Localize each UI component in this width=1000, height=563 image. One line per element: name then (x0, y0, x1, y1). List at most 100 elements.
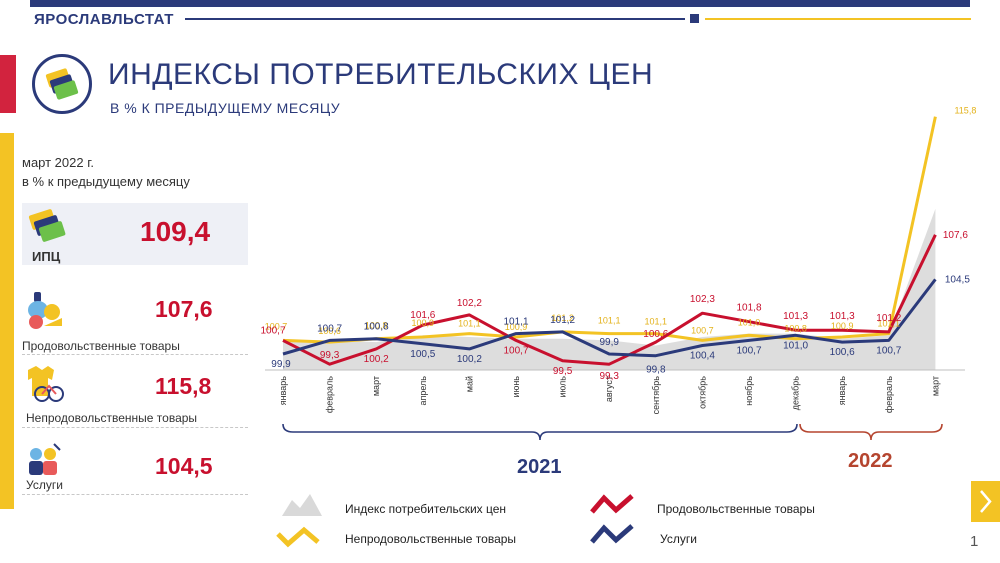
food-data-label: 101,8 (736, 303, 761, 314)
brand-name: ЯРОСЛАВЛЬСТАТ (34, 11, 174, 28)
food-data-label: 99,3 (320, 350, 340, 361)
services-data-label: 101,0 (783, 340, 808, 351)
nonfood-data-label: 115,8 (954, 106, 976, 116)
period-label: март 2022 г. (22, 155, 94, 170)
yellow-side-strip (0, 133, 14, 509)
food-value: 107,6 (155, 296, 213, 322)
services-data-label: 100,4 (690, 351, 715, 362)
legend-food-label: Продовольственные товары (657, 502, 815, 516)
food-data-label: 100,6 (643, 329, 668, 340)
legend-services-label: Услуги (660, 532, 697, 546)
top-bar (30, 0, 970, 7)
divider (22, 427, 248, 428)
page-title: ИНДЕКСЫ ПОТРЕБИТЕЛЬСКИХ ЦЕН (108, 58, 654, 91)
legend-services-icon (590, 524, 634, 551)
food-data-label: 101,3 (830, 311, 855, 322)
food-data-label: 101,2 (876, 313, 901, 324)
services-data-label: 99,9 (271, 359, 291, 370)
food-data-label: 102,3 (690, 294, 715, 305)
legend-cpi-icon (282, 492, 322, 521)
services-data-label: 100,5 (410, 349, 435, 360)
nonfood-data-label: 100,9 (505, 322, 528, 332)
nonfood-data-label: 101,1 (645, 317, 668, 327)
nonfood-data-label: 100,9 (412, 318, 435, 328)
nonfood-data-label: 101,2 (551, 313, 574, 323)
services-data-label: 100,2 (457, 354, 482, 365)
food-data-label: 100,7 (260, 325, 285, 336)
x-tick-label: март (930, 376, 940, 396)
x-tick-label: сентябрь (651, 376, 661, 415)
services-data-label: 100,6 (830, 347, 855, 358)
food-data-label: 102,2 (457, 298, 482, 309)
services-data-label: 100,7 (736, 345, 761, 356)
x-tick-label: январь (837, 376, 847, 406)
food-data-label: 99,3 (599, 371, 619, 382)
year-label-2021: 2021 (517, 456, 562, 478)
page-subtitle: В % К ПРЕДЫДУЩЕМУ МЕСЯЦУ (110, 100, 341, 116)
food-label: Продовольственные товары (22, 339, 180, 353)
nonfood-data-label: 101,1 (458, 319, 481, 329)
divider (22, 354, 248, 355)
services-data-label: 101,2 (550, 315, 575, 326)
nonfood-value: 115,8 (155, 373, 212, 399)
x-tick-label: январь (278, 376, 288, 406)
series-nonfood-line (282, 116, 937, 344)
x-tick-label: ноябрь (744, 376, 754, 406)
divider (22, 494, 248, 495)
series-cpi-area (283, 208, 936, 370)
legend-cpi-label: Индекс потребительских цен (345, 502, 507, 516)
services-value: 104,5 (155, 453, 213, 479)
header-line-accent (705, 18, 971, 20)
services-data-label: 100,7 (317, 323, 342, 334)
services-data-label: 100,7 (876, 345, 901, 356)
year-label-2022: 2022 (848, 450, 893, 472)
cpi-value: 109,4 (140, 216, 211, 247)
nonfood-data-label: 100,9 (831, 321, 854, 331)
year-brace-2022 (799, 423, 943, 441)
food-data-label: 101,6 (410, 310, 435, 321)
nonfood-data-label: 100,8 (365, 321, 388, 331)
year-brace-2021 (282, 423, 798, 441)
nonfood-label: Непродовольственные товары (26, 411, 198, 425)
food-icon (22, 288, 66, 337)
sidebar-period: март 2022 г. в % к предыдущему месяцу (22, 153, 190, 191)
nonfood-data-label: 100,8 (784, 324, 807, 334)
x-tick-label: апрель (418, 376, 428, 406)
services-data-label: 99,8 (646, 365, 666, 376)
page-number: 1 (970, 533, 979, 550)
nonfood-data-label: 100,7 (691, 325, 714, 335)
x-tick-label: февраль (325, 376, 335, 413)
x-tick-label: август (604, 376, 614, 402)
services-data-label: 101,1 (503, 317, 528, 328)
x-tick-label: март (371, 376, 381, 396)
nonfood-data-label: 101,1 (878, 319, 901, 329)
x-tick-label: июль (558, 376, 568, 398)
header-line (185, 18, 685, 20)
x-tick-label: июнь (511, 376, 521, 398)
nonfood-icon (22, 364, 68, 409)
x-tick-label: май (464, 376, 474, 392)
cpi-label: ИПЦ (32, 249, 61, 264)
services-data-label: 99,9 (599, 337, 619, 348)
nonfood-data-label: 101,1 (598, 316, 621, 326)
services-icon (24, 442, 64, 483)
nonfood-data-label: 100,6 (318, 326, 341, 336)
food-data-label: 100,2 (364, 354, 389, 365)
nonfood-data-label: 101,0 (738, 317, 761, 327)
food-data-label: 107,6 (943, 230, 968, 241)
header-square (690, 14, 699, 23)
services-data-label: 100,8 (364, 322, 389, 333)
food-data-label: 100,7 (503, 345, 528, 356)
chevron-right-icon (980, 490, 992, 513)
legend-nonfood-label: Непродовольственные товары (345, 532, 517, 546)
nonfood-data-label: 100,7 (265, 321, 288, 331)
x-tick-label: февраль (884, 376, 894, 413)
unit-label: в % к предыдущему месяцу (22, 174, 190, 189)
x-tick-label: октябрь (697, 376, 707, 409)
cpi-cards-icon (28, 206, 72, 249)
next-slide-button[interactable] (971, 481, 1000, 522)
series-services-line (282, 278, 937, 358)
legend-nonfood-icon (276, 526, 320, 553)
services-label: Услуги (26, 478, 63, 492)
services-data-label: 104,5 (945, 274, 970, 285)
